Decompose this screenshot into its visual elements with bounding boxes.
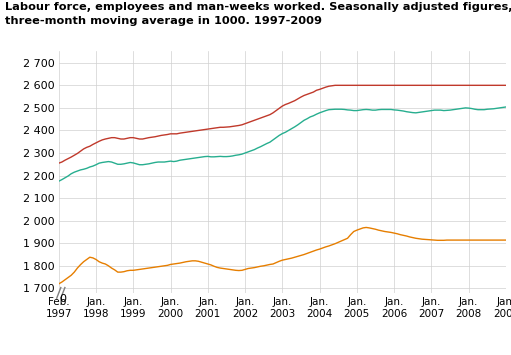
Text: 0: 0: [59, 294, 66, 304]
Text: Labour force, employees and man-weeks worked. Seasonally adjusted figures,: Labour force, employees and man-weeks wo…: [5, 2, 511, 12]
Text: three-month moving average in 1000. 1997-2009: three-month moving average in 1000. 1997…: [5, 16, 322, 26]
